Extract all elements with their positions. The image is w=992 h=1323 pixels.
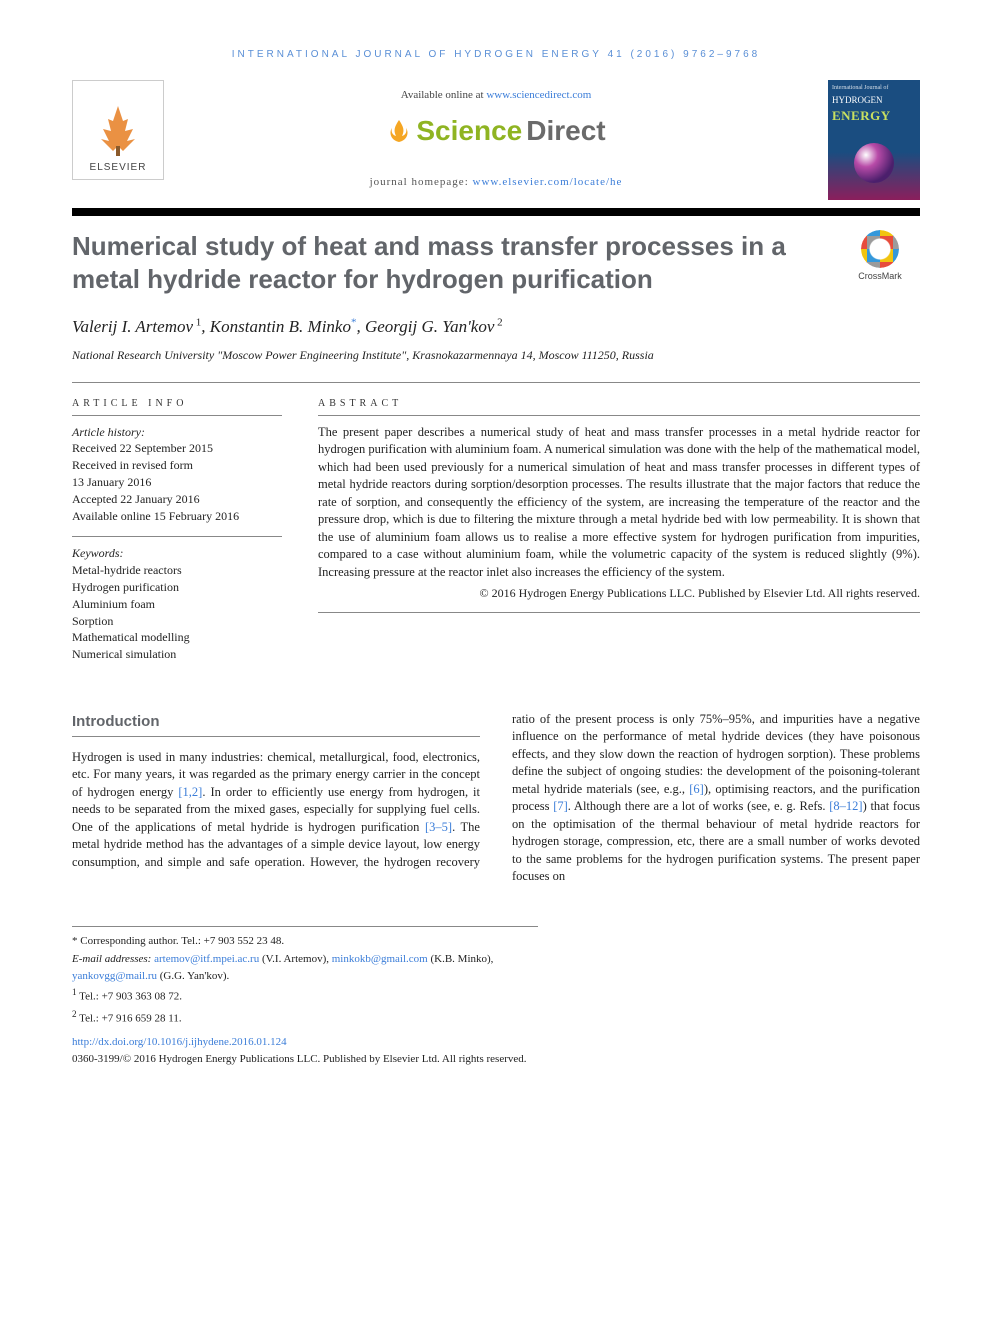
author-1: Valerij I. Artemov [72,317,193,336]
keywords-label: Keywords: [72,545,282,562]
authors-line: Valerij I. Artemov 1, Konstantin B. Mink… [72,315,920,339]
sciencedirect-center: Available online at www.sciencedirect.co… [180,80,812,190]
email-link[interactable]: minkokb@gmail.com [332,953,428,965]
citation-link[interactable]: [8–12] [829,799,862,813]
sd-word-1: Science [416,111,522,150]
divider [318,612,920,613]
divider [72,415,282,416]
divider [318,415,920,416]
history-received: Received 22 September 2015 [72,440,282,457]
author-3: Georgij G. Yan'kov [365,317,494,336]
divider-bar [72,208,920,216]
available-online-line: Available online at www.sciencedirect.co… [180,88,812,103]
abstract-text: The present paper describes a numerical … [318,424,920,582]
article-info-column: ARTICLE INFO Article history: Received 2… [72,397,282,675]
citation-link[interactable]: [3–5] [425,820,452,834]
author-2: Konstantin B. Minko [210,317,351,336]
keyword: Mathematical modelling [72,629,282,646]
cover-title-line2: ENERGY [832,107,916,125]
keyword: Numerical simulation [72,646,282,663]
crossmark-icon [861,230,899,268]
doi-link[interactable]: http://dx.doi.org/10.1016/j.ijhydene.201… [72,1036,287,1048]
available-prefix: Available online at [401,89,487,101]
crossmark-badge[interactable]: CrossMark [840,230,920,283]
cover-supertitle: International Journal of [832,84,916,92]
email-link[interactable]: artemov@itf.mpei.ac.ru [154,953,259,965]
footnote-2: 2 Tel.: +7 916 659 28 11. [72,1008,538,1027]
bottom-copyright: 0360-3199/© 2016 Hydrogen Energy Publica… [72,1052,920,1067]
email-addresses: E-mail addresses: artemov@itf.mpei.ac.ru… [72,951,538,984]
divider [72,382,920,383]
abstract-heading: ABSTRACT [318,397,920,411]
cover-title-line1: HYDROGEN [832,94,916,107]
section-heading-introduction: Introduction [72,711,480,737]
history-revised-date: 13 January 2016 [72,474,282,491]
author-3-note: 2 [494,316,502,328]
article-info-heading: ARTICLE INFO [72,397,282,411]
citation-link[interactable]: [6] [689,782,704,796]
footnote-1: 1 Tel.: +7 903 363 08 72. [72,986,538,1005]
article-history: Article history: Received 22 September 2… [72,424,282,525]
crossmark-label: CrossMark [858,270,902,283]
history-accepted: Accepted 22 January 2016 [72,491,282,508]
abstract-copyright: © 2016 Hydrogen Energy Publications LLC.… [318,585,920,602]
email-link[interactable]: yankovgg@mail.ru [72,970,157,982]
divider [72,536,282,537]
journal-cover-image: International Journal of HYDROGEN ENERGY [828,80,920,200]
affiliation: National Research University "Moscow Pow… [72,347,920,364]
keywords-block: Keywords: Metal-hydride reactors Hydroge… [72,545,282,663]
history-online: Available online 15 February 2016 [72,508,282,525]
footnotes: * Corresponding author. Tel.: +7 903 552… [72,926,538,1027]
citation-link[interactable]: [7] [553,799,568,813]
sd-flame-icon [386,118,412,144]
homepage-prefix: journal homepage: [370,176,473,188]
elsevier-label: ELSEVIER [90,161,147,175]
elsevier-tree-icon [93,101,143,161]
keyword: Metal-hydride reactors [72,562,282,579]
elsevier-logo: ELSEVIER [72,80,164,180]
keyword: Aluminium foam [72,596,282,613]
cover-art-icon [854,143,894,183]
abstract-column: ABSTRACT The present paper describes a n… [318,397,920,675]
corresponding-author-note: * Corresponding author. Tel.: +7 903 552… [72,933,538,950]
history-revised: Received in revised form [72,457,282,474]
sciencedirect-logo: ScienceDirect [386,111,605,150]
article-title: Numerical study of heat and mass transfe… [72,230,820,295]
journal-homepage-link[interactable]: www.elsevier.com/locate/he [473,176,623,188]
body-paragraph: Hydrogen is used in many industries: che… [72,711,920,886]
citation-link[interactable]: [1,2] [178,785,202,799]
running-header: INTERNATIONAL JOURNAL OF HYDROGEN ENERGY… [72,48,920,62]
author-2-note: * [351,316,357,328]
body-columns: Introduction Hydrogen is used in many in… [72,711,920,886]
header-block: ELSEVIER Available online at www.science… [72,80,920,200]
journal-homepage-line: journal homepage: www.elsevier.com/locat… [180,175,812,190]
keyword: Hydrogen purification [72,579,282,596]
doi-line: http://dx.doi.org/10.1016/j.ijhydene.201… [72,1035,920,1050]
author-1-note: 1 [193,316,201,328]
keyword: Sorption [72,613,282,630]
sciencedirect-link[interactable]: www.sciencedirect.com [486,89,591,101]
history-label: Article history: [72,424,282,441]
sd-word-2: Direct [526,111,605,150]
